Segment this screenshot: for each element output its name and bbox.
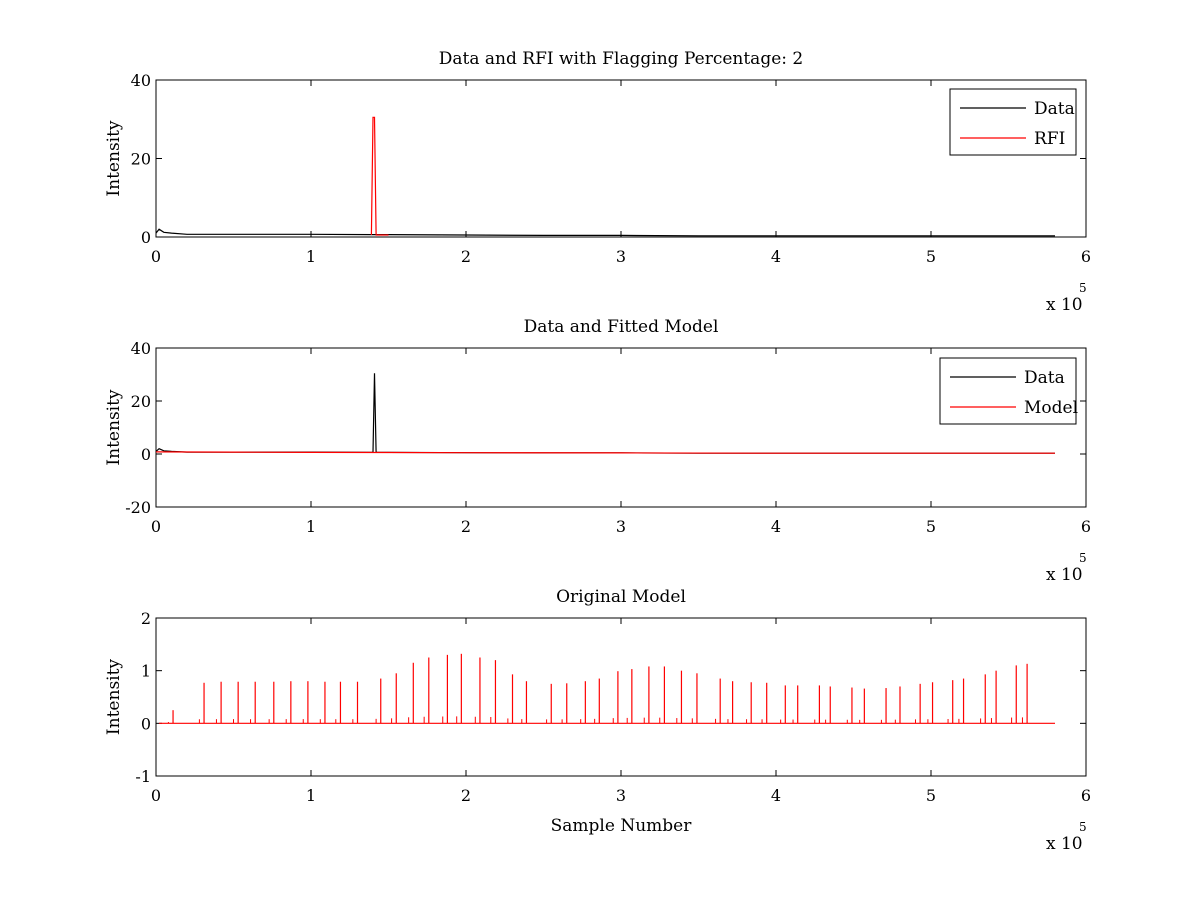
chart-title: Data and RFI with Flagging Percentage: 2 [439, 49, 803, 69]
x-multiplier-exponent: 5 [1079, 551, 1087, 565]
x-tick-label: 1 [306, 247, 316, 266]
legend-box [939, 357, 1077, 425]
x-tick-label: 3 [616, 786, 626, 805]
y-tick-label: 40 [131, 339, 151, 358]
series-line-data [156, 228, 1055, 237]
y-tick-label: 1 [141, 662, 151, 681]
x-tick-label: 2 [461, 517, 471, 536]
x-tick-label: 3 [616, 517, 626, 536]
chart-title: Data and Fitted Model [524, 317, 719, 337]
x-tick-label: 1 [306, 517, 316, 536]
legend-label: Data [1034, 99, 1075, 119]
series-line-rfi [370, 116, 389, 236]
x-tick-label: 4 [771, 247, 781, 266]
legend-label: Model [1024, 398, 1078, 418]
x-multiplier-label: x 10 [1046, 834, 1083, 854]
series-line-model [156, 451, 1055, 454]
y-tick-label: 20 [131, 150, 151, 169]
x-multiplier-label: x 10 [1046, 565, 1083, 585]
x-tick-label: 2 [461, 247, 471, 266]
y-tick-label: -1 [135, 767, 151, 786]
x-tick-label: 0 [151, 786, 161, 805]
legend: Data Model [939, 357, 1078, 425]
y-tick-label: 20 [131, 392, 151, 411]
y-tick-label: 0 [141, 228, 151, 247]
y-axis-label: Intensity [104, 120, 124, 196]
legend-label: Data [1024, 368, 1065, 388]
x-tick-label: 1 [306, 786, 316, 805]
x-multiplier-label: x 10 [1046, 295, 1083, 315]
y-tick-label: 0 [141, 714, 151, 733]
x-tick-label: 4 [771, 517, 781, 536]
y-tick-label: 2 [141, 609, 151, 628]
x-tick-label: 2 [461, 786, 471, 805]
x-multiplier-exponent: 5 [1079, 281, 1087, 295]
x-axis-label: Sample Number [551, 816, 693, 836]
x-tick-label: 0 [151, 517, 161, 536]
x-tick-label: 5 [926, 786, 936, 805]
y-tick-label: 40 [131, 71, 151, 90]
axes-box [155, 617, 1087, 777]
x-tick-label: 5 [926, 517, 936, 536]
legend-box [949, 88, 1077, 156]
axes-box [155, 79, 1087, 238]
y-axis-label: Intensity [104, 389, 124, 465]
x-multiplier-exponent: 5 [1079, 820, 1087, 834]
y-tick-label: 0 [141, 445, 151, 464]
x-tick-label: 5 [926, 247, 936, 266]
x-tick-label: 0 [151, 247, 161, 266]
chart-title: Original Model [556, 587, 686, 607]
axes-box [155, 347, 1087, 508]
x-tick-label: 6 [1081, 247, 1091, 266]
legend: Data RFI [949, 88, 1077, 156]
legend-label: RFI [1034, 129, 1065, 149]
x-tick-label: 6 [1081, 517, 1091, 536]
series-original-model [159, 653, 1055, 724]
y-axis-label: Intensity [104, 659, 124, 735]
y-tick-label: -20 [125, 498, 151, 517]
x-tick-label: 3 [616, 247, 626, 266]
x-tick-label: 4 [771, 786, 781, 805]
x-tick-label: 6 [1081, 786, 1091, 805]
